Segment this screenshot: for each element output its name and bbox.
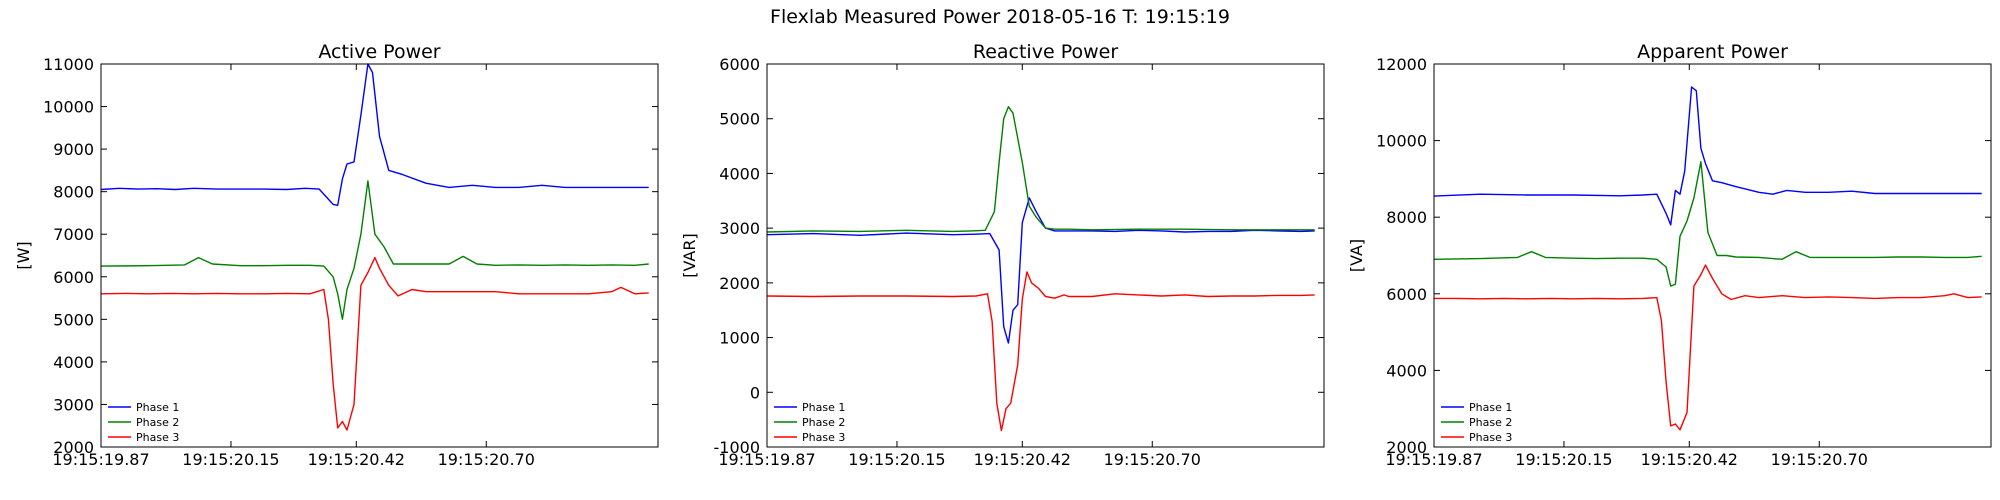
plot-frame <box>766 63 1325 448</box>
y-tick-label: 8000 <box>53 183 94 202</box>
legend-label: Phase 2 <box>802 416 845 429</box>
y-tick-label: 6000 <box>53 268 94 287</box>
y-tick-label: 10000 <box>43 98 94 117</box>
chart-title: Active Power <box>318 41 440 63</box>
x-tick-label: 19:15:20.70 <box>438 450 535 469</box>
series-line-phase-1 <box>100 63 649 207</box>
legend-label: Phase 3 <box>802 431 845 444</box>
legend-label: Phase 3 <box>136 431 179 444</box>
x-tick-label: 19:15:20.15 <box>848 450 945 469</box>
y-tick-label: -1000 <box>714 438 761 457</box>
figure-title: Flexlab Measured Power 2018-05-16 T: 19:… <box>770 6 1230 28</box>
y-tick-label: 1000 <box>719 329 760 348</box>
y-axis-label: [W] <box>14 241 33 269</box>
legend-label: Phase 2 <box>136 416 179 429</box>
x-tick-label: 19:15:20.42 <box>974 450 1071 469</box>
y-tick-label: 10000 <box>1376 132 1427 151</box>
y-tick-label: 3000 <box>53 395 94 414</box>
series-line-phase-1 <box>1433 86 1982 226</box>
legend-label: Phase 1 <box>136 401 179 414</box>
chart-panel-1: Active Power [W] 2000 3000 4000 5000 6000 7000 8… <box>14 41 659 469</box>
y-tick-label: 4000 <box>1386 361 1427 380</box>
x-tick-label: 19:15:20.70 <box>1771 450 1868 469</box>
chart-panel-2: Reactive Power [VAR] -1000 0 1000 2000 3000 400… <box>680 41 1325 469</box>
y-tick-label: 2000 <box>1386 438 1427 457</box>
y-tick-label: 6000 <box>1386 285 1427 304</box>
legend-label: Phase 2 <box>1469 416 1512 429</box>
x-tick-label: 19:15:20.70 <box>1104 450 1201 469</box>
y-tick-label: 3000 <box>719 219 760 238</box>
y-tick-label: 2000 <box>719 274 760 293</box>
x-tick-label: 19:15:20.15 <box>1515 450 1612 469</box>
chart-title: Reactive Power <box>973 41 1118 63</box>
chart-title: Apparent Power <box>1637 41 1788 63</box>
series-line-phase-2 <box>766 105 1315 233</box>
series-line-phase-2 <box>1433 160 1982 287</box>
y-tick-label: 6000 <box>719 55 760 74</box>
y-tick-label: 7000 <box>53 225 94 244</box>
y-tick-label: 0 <box>750 383 760 402</box>
series-line-phase-2 <box>100 180 649 320</box>
y-tick-label: 11000 <box>43 55 94 74</box>
plot-frame <box>1433 63 1992 448</box>
series-line-phase-3 <box>1434 264 1982 431</box>
series-line-phase-3 <box>100 256 649 431</box>
series-line-phase-3 <box>766 271 1315 432</box>
legend-label: Phase 1 <box>1469 401 1512 414</box>
x-tick-label: 19:15:19.87 <box>1385 450 1482 469</box>
series-line-phase-1 <box>766 197 1315 344</box>
y-axis-label: [VAR] <box>680 233 699 277</box>
y-tick-label: 9000 <box>53 140 94 159</box>
legend-label: Phase 1 <box>802 401 845 414</box>
y-tick-label: 4000 <box>53 353 94 372</box>
y-tick-label: 8000 <box>1386 208 1427 227</box>
y-tick-label: 12000 <box>1376 55 1427 74</box>
legend-label: Phase 3 <box>1469 431 1512 444</box>
x-tick-label: 19:15:20.15 <box>182 450 279 469</box>
y-tick-label: 5000 <box>719 110 760 129</box>
x-tick-label: 19:15:20.42 <box>308 450 405 469</box>
x-tick-label: 19:15:19.87 <box>52 450 149 469</box>
x-tick-label: 19:15:20.42 <box>1641 450 1738 469</box>
x-tick-label: 19:15:19.87 <box>718 450 815 469</box>
plot-frame <box>100 63 659 448</box>
y-tick-label: 4000 <box>719 164 760 183</box>
chart-panel-3: Apparent Power [VA] 2000 4000 6000 8000 10000 1… <box>1347 41 1992 469</box>
y-tick-label: 5000 <box>53 310 94 329</box>
y-tick-label: 2000 <box>53 438 94 457</box>
y-axis-label: [VA] <box>1347 239 1366 272</box>
